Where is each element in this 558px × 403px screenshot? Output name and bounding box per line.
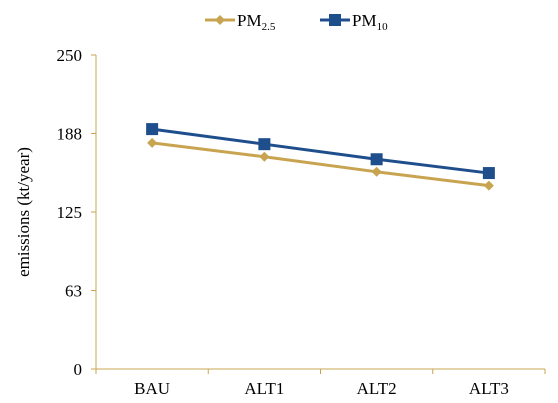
y-axis-title: emissions (kt/year) bbox=[14, 147, 33, 277]
data-point-diamond bbox=[147, 137, 158, 148]
x-tick-label: ALT3 bbox=[469, 379, 509, 398]
data-point-square bbox=[258, 138, 271, 151]
legend: PM2.5 PM10 bbox=[205, 11, 388, 33]
series-line bbox=[151, 141, 490, 188]
x-tick-label: ALT1 bbox=[244, 379, 284, 398]
y-tick-label: 63 bbox=[65, 282, 82, 301]
series-line-group bbox=[147, 137, 494, 191]
series-line bbox=[151, 127, 490, 175]
legend-label: PM10 bbox=[352, 11, 388, 33]
legend-label: PM2.5 bbox=[237, 11, 276, 33]
x-tick-label: BAU bbox=[134, 379, 170, 398]
series-group bbox=[146, 123, 495, 191]
y-tick-label: 250 bbox=[57, 46, 83, 65]
data-point-diamond bbox=[259, 151, 270, 162]
y-ticks: 0 63 125 188 250 bbox=[57, 46, 96, 379]
y-tick-label: 0 bbox=[74, 360, 83, 379]
y-tick-label: 125 bbox=[57, 203, 83, 222]
data-point-square bbox=[146, 123, 159, 136]
data-point-diamond bbox=[371, 166, 382, 177]
data-point-square bbox=[329, 14, 341, 26]
data-point-diamond bbox=[215, 15, 225, 25]
data-point-square bbox=[482, 167, 495, 180]
y-tick-label: 188 bbox=[57, 125, 83, 144]
series-line-group bbox=[146, 123, 495, 180]
x-ticks: BAU ALT1 ALT2 ALT3 bbox=[95, 369, 546, 398]
x-tick-label: ALT2 bbox=[357, 379, 397, 398]
data-point-diamond bbox=[483, 180, 494, 191]
data-point-square bbox=[370, 153, 383, 166]
axes bbox=[95, 55, 545, 370]
